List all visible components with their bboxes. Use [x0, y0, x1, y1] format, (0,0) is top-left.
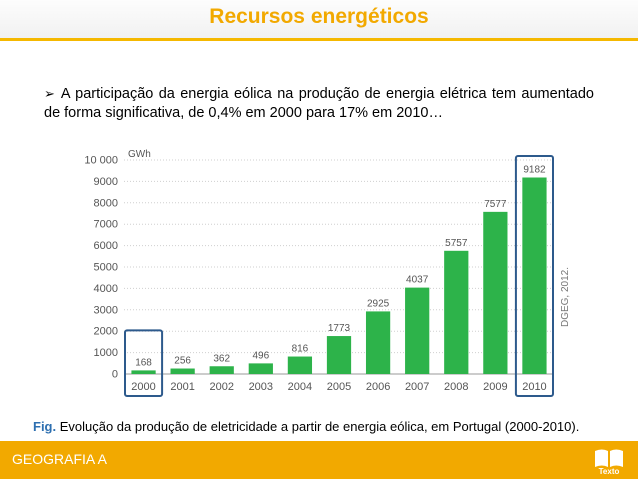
- data-label: 4037: [406, 275, 429, 286]
- data-label: 1773: [328, 323, 351, 334]
- bar: [248, 363, 273, 374]
- data-label: 2925: [367, 298, 390, 309]
- y-axis-label: GWh: [128, 149, 151, 160]
- bar: [444, 250, 469, 374]
- y-tick-label: 0: [112, 369, 118, 381]
- footer-label: GEOGRAFIA A: [12, 451, 107, 467]
- intro-paragraph: ➢ A participação da energia eólica na pro…: [44, 84, 594, 123]
- data-label: 816: [292, 344, 309, 355]
- x-tick-label: 2003: [249, 381, 273, 393]
- y-tick-label: 8000: [94, 197, 118, 209]
- data-label: 256: [174, 356, 191, 367]
- x-tick-label: 2004: [288, 381, 312, 393]
- y-tick-label: 6000: [94, 240, 118, 252]
- data-label: 362: [213, 353, 230, 364]
- x-tick-label: 2007: [405, 381, 429, 393]
- bar: [405, 287, 430, 374]
- bar: [287, 356, 313, 374]
- y-tick-label: 10 000: [84, 155, 118, 167]
- x-tick-label: 2001: [170, 381, 194, 393]
- data-label: 7577: [484, 199, 507, 210]
- x-tick-label: 2008: [444, 381, 468, 393]
- data-label: 168: [135, 357, 152, 368]
- arrow-bullet-icon: ➢: [44, 86, 55, 101]
- y-tick-label: 9000: [94, 176, 118, 188]
- x-tick-label: 2006: [366, 381, 390, 393]
- x-tick-label: 2010: [522, 381, 546, 393]
- title-underline: [0, 38, 638, 41]
- y-tick-label: 4000: [94, 283, 118, 295]
- x-tick-label: 2005: [327, 381, 351, 393]
- data-label: 9182: [523, 165, 546, 176]
- intro-text: A participação da energia eólica na prod…: [44, 86, 594, 121]
- y-tick-label: 2000: [94, 326, 118, 338]
- caption-prefix: Fig.: [33, 419, 57, 434]
- y-tick-label: 5000: [94, 262, 118, 274]
- highlight-box: [514, 155, 554, 397]
- bar: [209, 366, 234, 374]
- bar: [522, 177, 547, 374]
- caption-text: Evolução da produção de eletricidade a p…: [56, 419, 580, 434]
- bar: [326, 336, 352, 374]
- source-label: DGEG, 2012.: [560, 267, 571, 327]
- y-tick-label: 7000: [94, 219, 118, 231]
- bar: [365, 311, 391, 374]
- y-tick-label: 1000: [94, 347, 118, 359]
- data-label: 5757: [445, 238, 468, 249]
- x-tick-label: 2009: [483, 381, 507, 393]
- footer-bar: GEOGRAFIA A Texto: [0, 441, 638, 479]
- y-tick-label: 3000: [94, 304, 118, 316]
- highlight-box: [124, 329, 164, 397]
- bar: [170, 368, 195, 374]
- data-label: 496: [252, 350, 269, 361]
- x-tick-label: 2000: [131, 381, 155, 393]
- wind-energy-chart: GWh 0 1000 2000 3000 4000 5000 6000 7000 8000 9000…: [84, 149, 571, 397]
- title-bar: Recursos energéticos: [0, 0, 638, 38]
- bar: [131, 370, 156, 374]
- bar: [483, 211, 508, 374]
- logo-text: Texto: [598, 467, 620, 476]
- figure-caption: Fig. Evolução da produção de eletricidad…: [33, 419, 579, 434]
- book-logo-icon: [595, 449, 623, 467]
- x-tick-label: 2002: [209, 381, 233, 393]
- slide-title: Recursos energéticos: [209, 5, 429, 28]
